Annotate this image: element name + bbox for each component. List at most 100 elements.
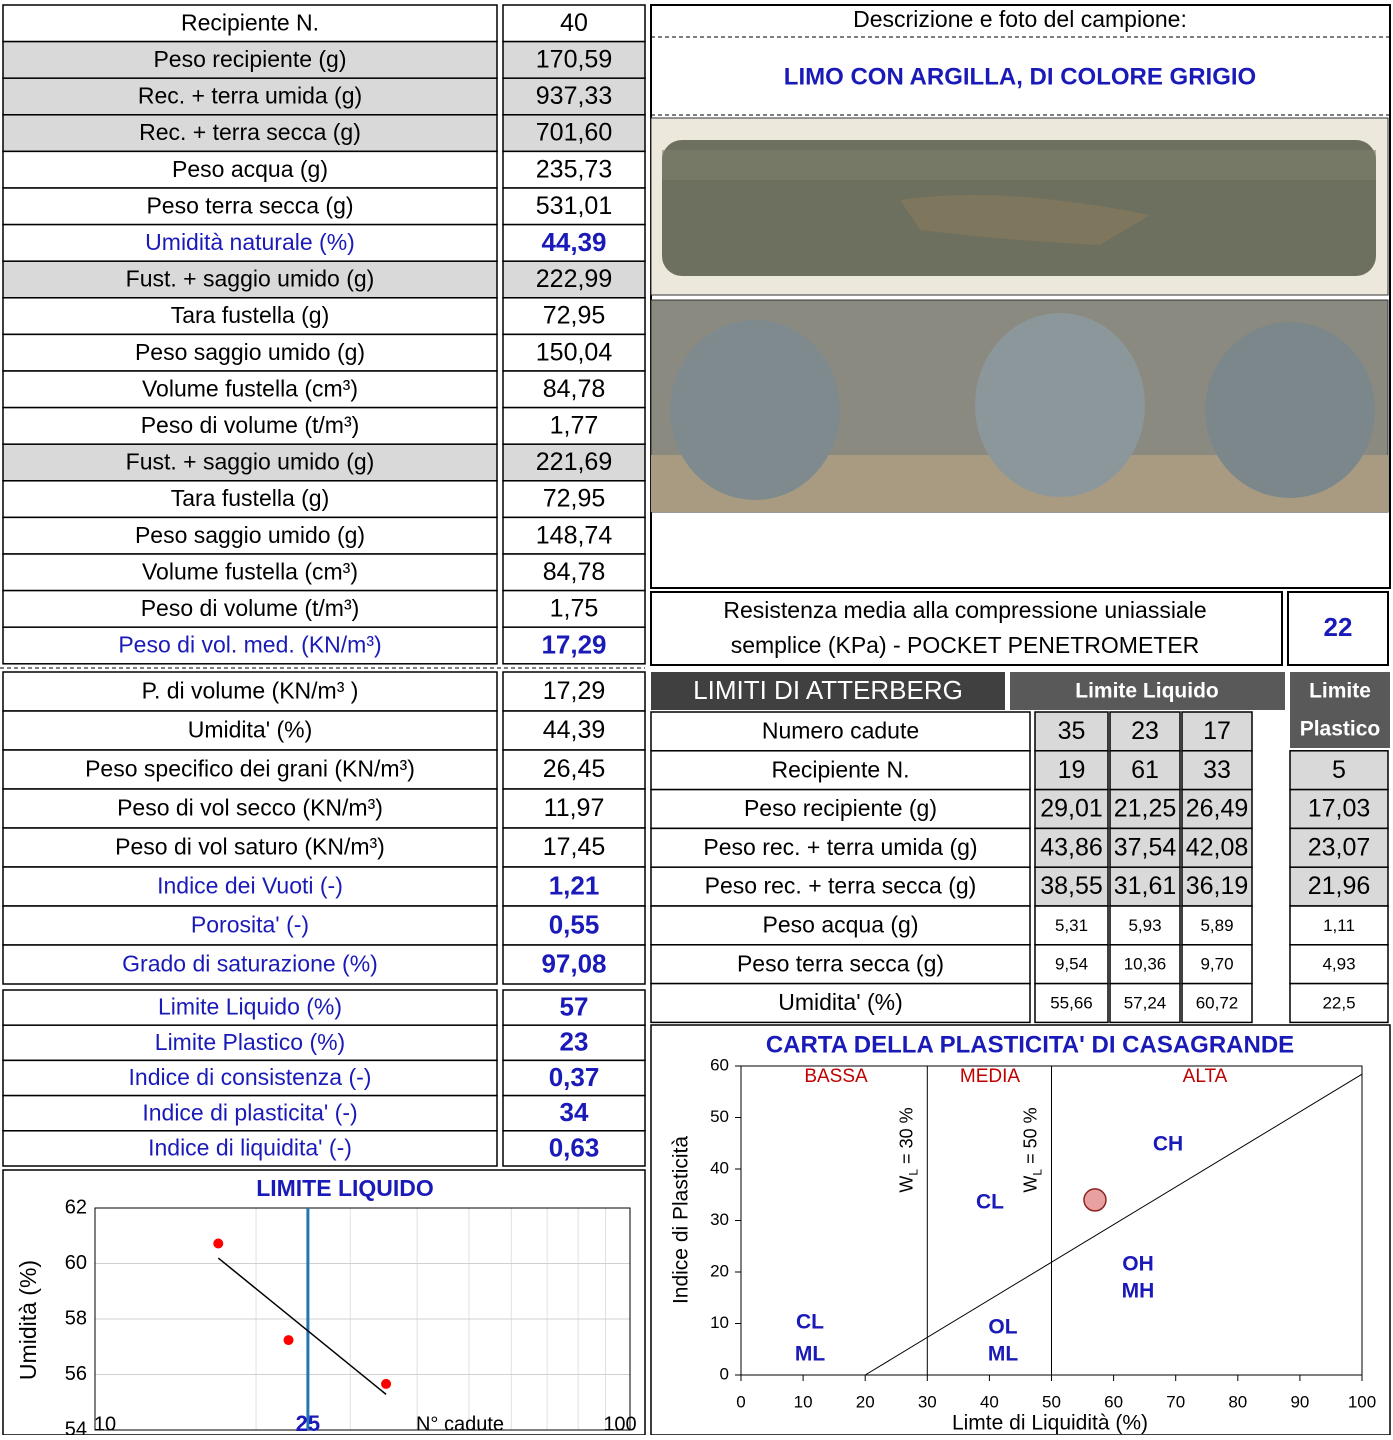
y-tick-label: 20: [710, 1261, 729, 1280]
cell: [2, 480, 498, 519]
row-value: 26,45: [543, 755, 606, 783]
limit-label-rest: = 50 %: [1020, 1107, 1040, 1169]
y-tick-label: 62: [65, 1196, 87, 1218]
row-value: 221,69: [536, 448, 612, 476]
row-label: Tara fustella (g): [171, 485, 330, 511]
cell: [2, 827, 498, 868]
trend-line: [217, 1257, 387, 1395]
row-label: Peso specifico dei grani (KN/m³): [85, 756, 415, 782]
row-value: 55,66: [1050, 993, 1093, 1012]
row-value: 19: [1058, 756, 1086, 784]
row-label: Porosita' (-): [191, 912, 309, 938]
point: [283, 1335, 294, 1346]
row-label: Rec. + terra secca (g): [139, 119, 361, 145]
cell: [650, 944, 1031, 985]
cell: [502, 370, 646, 409]
cell: [2, 114, 498, 153]
cell: [650, 827, 1031, 868]
cell: [502, 4, 646, 43]
row-value: 0,37: [549, 1062, 600, 1092]
cell: [502, 788, 646, 829]
cell: [2, 297, 498, 336]
row-value: 5: [1332, 756, 1346, 784]
cell: [2, 626, 498, 665]
point: [213, 1238, 224, 1249]
x-tick-label: 70: [1166, 1392, 1185, 1411]
row-label: Peso recipiente (g): [153, 46, 346, 72]
y-tick-label: 10: [710, 1313, 729, 1332]
row-value: 42,08: [1186, 833, 1249, 861]
row-label: Umidita' (%): [188, 717, 313, 743]
row-label: Indice di plasticita' (-): [142, 1099, 357, 1125]
cell: [1109, 750, 1181, 791]
pocket-value: 22: [1324, 612, 1353, 642]
row-value: 35: [1058, 717, 1086, 745]
cell: [2, 671, 498, 712]
row-label: Peso rec. + terra umida (g): [703, 834, 977, 860]
a-line: [864, 1073, 1363, 1376]
row-label: Indice dei Vuoti (-): [157, 873, 343, 899]
cell: [502, 1024, 646, 1062]
row-value: 60,72: [1196, 993, 1239, 1012]
point: [1083, 1188, 1107, 1212]
row-value: 23: [560, 1027, 589, 1057]
cell: [2, 1059, 498, 1097]
cell: [2, 187, 498, 226]
y-tick-label: 60: [65, 1252, 87, 1274]
row-value: 22,5: [1322, 993, 1355, 1012]
cell: [2, 866, 498, 907]
cell: [2, 223, 498, 262]
row-value: 36,19: [1186, 872, 1249, 900]
row-label: Rec. + terra umida (g): [138, 83, 362, 109]
limit-label-rest: = 30 %: [896, 1107, 916, 1169]
class-label: CH: [1153, 1133, 1183, 1156]
row-value: 9,54: [1055, 955, 1088, 974]
cell: [2, 788, 498, 829]
cell: [2, 77, 498, 116]
x-tick-label: 0: [736, 1392, 745, 1411]
description-text: LIMO CON ARGILLA, DI COLORE GRIGIO: [784, 63, 1256, 90]
row-value: 17,45: [543, 833, 606, 861]
point: [381, 1378, 392, 1389]
row-label: Recipiente N.: [181, 9, 319, 35]
row-label: Fust. + saggio umido (g): [126, 449, 375, 475]
row-label: Volume fustella (cm³): [142, 375, 358, 401]
cell: [2, 333, 498, 372]
cell: [502, 749, 646, 790]
cell: [1109, 982, 1181, 1024]
row-label: Peso di volume (t/m³): [141, 595, 360, 621]
header-cell: [651, 672, 1005, 710]
cell: [502, 150, 646, 189]
cell: [502, 406, 646, 445]
row-label: Peso acqua (g): [172, 156, 328, 182]
row-label: Volume fustella (cm³): [142, 558, 358, 584]
row-value: 9,70: [1200, 955, 1233, 974]
cell: [502, 260, 646, 299]
x-tick-label: 100: [603, 1413, 636, 1435]
description-box: [650, 4, 1391, 589]
cell: [502, 905, 646, 946]
row-value: 5,31: [1055, 916, 1088, 935]
row-value: 33: [1203, 756, 1231, 784]
cell: [502, 944, 646, 985]
cell: [502, 223, 646, 262]
row-value: 23,07: [1308, 833, 1371, 861]
row-value: 21,25: [1114, 795, 1177, 823]
x-tick-label: 90: [1290, 1392, 1309, 1411]
y-tick-label: 56: [65, 1363, 87, 1385]
row-label: Peso di volume (t/m³): [141, 412, 360, 438]
row-label: Numero cadute: [762, 717, 919, 743]
pocket-value-box: [1287, 591, 1389, 666]
row-value: 44,39: [541, 227, 606, 257]
class-label: MH: [1122, 1280, 1155, 1303]
cell: [650, 750, 1031, 791]
chart-box: [2, 1169, 646, 1436]
cell: [1034, 827, 1109, 868]
row-label: Peso terra secca (g): [737, 950, 944, 976]
header: Limite: [1309, 680, 1371, 703]
x-tick-label: 20: [856, 1392, 875, 1411]
row-value: 72,95: [543, 485, 606, 513]
zone-label: BASSA: [804, 1066, 868, 1087]
row-value: 84,78: [543, 375, 606, 403]
row-value: 17: [1203, 717, 1231, 745]
